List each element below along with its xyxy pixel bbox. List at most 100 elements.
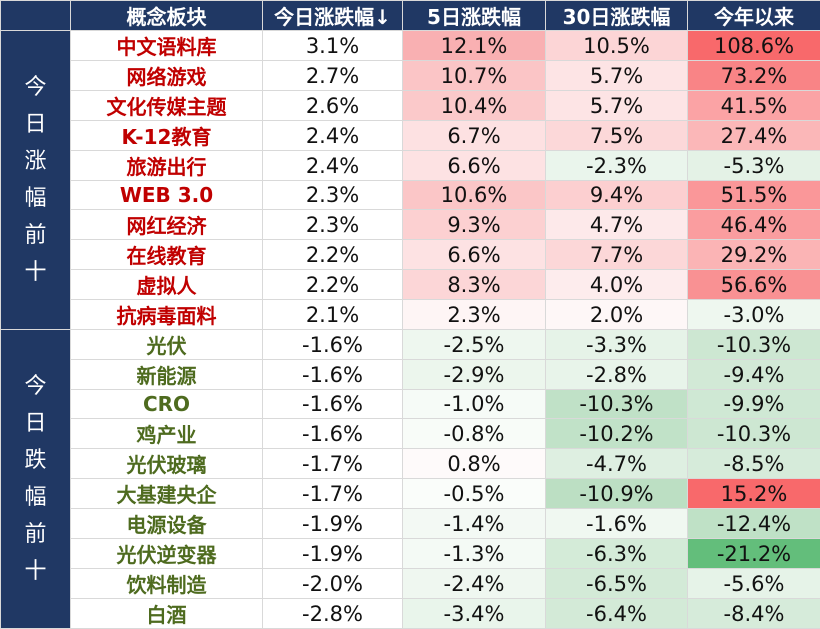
concept-name-cell[interactable]: WEB 3.0: [71, 181, 263, 210]
header-today-change[interactable]: 今日涨跌幅↓: [263, 1, 403, 31]
5day-change-cell: -0.5%: [403, 479, 546, 509]
ytd-change-cell: 15.2%: [688, 479, 820, 509]
ytd-change-cell: -21.2%: [688, 539, 820, 569]
concept-name-cell[interactable]: 网络游戏: [71, 61, 263, 91]
ytd-change-cell: -9.9%: [688, 390, 820, 419]
5day-change-cell: 6.6%: [403, 151, 546, 181]
5day-change-cell: -1.3%: [403, 539, 546, 569]
30day-change-cell: -10.9%: [546, 479, 688, 509]
ytd-change-cell: 108.6%: [688, 31, 820, 61]
ytd-change-cell: 56.6%: [688, 270, 820, 300]
table-row[interactable]: 今日跌幅前十光伏-1.6%-2.5%-3.3%-10.3%: [1, 330, 820, 360]
header-concept[interactable]: 概念板块: [71, 1, 263, 31]
ytd-change-cell: 29.2%: [688, 240, 820, 270]
5day-change-cell: -3.4%: [403, 599, 546, 629]
ytd-change-cell: -5.3%: [688, 151, 820, 181]
today-change-cell: -1.6%: [263, 390, 403, 419]
header-5day-change[interactable]: 5日涨跌幅: [403, 1, 546, 31]
concept-name-cell[interactable]: 白酒: [71, 599, 263, 629]
today-change-cell: 2.1%: [263, 300, 403, 330]
concept-name-cell[interactable]: K-12教育: [71, 121, 263, 151]
concept-name-cell[interactable]: 饮料制造: [71, 569, 263, 599]
30day-change-cell: 9.4%: [546, 181, 688, 210]
table-row[interactable]: 新能源-1.6%-2.9%-2.8%-9.4%: [1, 360, 820, 390]
today-change-cell: 3.1%: [263, 31, 403, 61]
concept-name-cell[interactable]: 在线教育: [71, 240, 263, 270]
30day-change-cell: 10.5%: [546, 31, 688, 61]
5day-change-cell: 10.7%: [403, 61, 546, 91]
30day-change-cell: 2.0%: [546, 300, 688, 330]
concept-name-cell[interactable]: 电源设备: [71, 509, 263, 539]
today-change-cell: -1.9%: [263, 539, 403, 569]
30day-change-cell: 5.7%: [546, 91, 688, 121]
section-label-text: 今日涨幅前十: [23, 69, 49, 291]
concept-name-cell[interactable]: 虚拟人: [71, 270, 263, 300]
concept-name-cell[interactable]: 光伏玻璃: [71, 449, 263, 479]
5day-change-cell: -1.0%: [403, 390, 546, 419]
ytd-change-cell: 41.5%: [688, 91, 820, 121]
section-label-top-gainers: 今日涨幅前十: [1, 31, 71, 330]
concept-name-cell[interactable]: 旅游出行: [71, 151, 263, 181]
30day-change-cell: -2.3%: [546, 151, 688, 181]
30day-change-cell: 4.7%: [546, 210, 688, 240]
concept-name-cell[interactable]: 抗病毒面料: [71, 300, 263, 330]
ytd-change-cell: 27.4%: [688, 121, 820, 151]
5day-change-cell: 10.4%: [403, 91, 546, 121]
30day-change-cell: -10.3%: [546, 390, 688, 419]
today-change-cell: 2.3%: [263, 210, 403, 240]
section-label-top-losers: 今日跌幅前十: [1, 330, 71, 629]
concept-name-cell[interactable]: 新能源: [71, 360, 263, 390]
today-change-cell: 2.7%: [263, 61, 403, 91]
table-row[interactable]: 光伏逆变器-1.9%-1.3%-6.3%-21.2%: [1, 539, 820, 569]
section-label-text: 今日跌幅前十: [23, 368, 49, 590]
header-30day-change[interactable]: 30日涨跌幅: [546, 1, 688, 31]
ytd-change-cell: -10.3%: [688, 419, 820, 449]
concept-name-cell[interactable]: 文化传媒主题: [71, 91, 263, 121]
table-row[interactable]: 鸡产业-1.6%-0.8%-10.2%-10.3%: [1, 419, 820, 449]
concept-name-cell[interactable]: 网红经济: [71, 210, 263, 240]
table-row[interactable]: 白酒-2.8%-3.4%-6.4%-8.4%: [1, 599, 820, 629]
concept-name-cell[interactable]: 光伏: [71, 330, 263, 360]
5day-change-cell: 6.6%: [403, 240, 546, 270]
table-row[interactable]: 电源设备-1.9%-1.4%-1.6%-12.4%: [1, 509, 820, 539]
concept-name-cell[interactable]: 大基建央企: [71, 479, 263, 509]
table-row[interactable]: 饮料制造-2.0%-2.4%-6.5%-5.6%: [1, 569, 820, 599]
ytd-change-cell: -12.4%: [688, 509, 820, 539]
concept-name-cell[interactable]: 光伏逆变器: [71, 539, 263, 569]
concept-name-cell[interactable]: 鸡产业: [71, 419, 263, 449]
table-row[interactable]: 光伏玻璃-1.7%0.8%-4.7%-8.5%: [1, 449, 820, 479]
30day-change-cell: -6.4%: [546, 599, 688, 629]
today-change-cell: -2.8%: [263, 599, 403, 629]
today-change-cell: -1.7%: [263, 449, 403, 479]
today-change-cell: -1.6%: [263, 360, 403, 390]
header-corner: [1, 1, 71, 31]
today-change-cell: -1.7%: [263, 479, 403, 509]
30day-change-cell: -10.2%: [546, 419, 688, 449]
5day-change-cell: 0.8%: [403, 449, 546, 479]
ytd-change-cell: -10.3%: [688, 330, 820, 360]
concept-name-cell[interactable]: 中文语料库: [71, 31, 263, 61]
5day-change-cell: -2.9%: [403, 360, 546, 390]
ytd-change-cell: 51.5%: [688, 181, 820, 210]
table-row[interactable]: 大基建央企-1.7%-0.5%-10.9%15.2%: [1, 479, 820, 509]
today-change-cell: 2.2%: [263, 240, 403, 270]
today-change-cell: 2.3%: [263, 181, 403, 210]
concept-name-cell[interactable]: CRO: [71, 390, 263, 419]
ytd-change-cell: -8.5%: [688, 449, 820, 479]
header-ytd-change[interactable]: 今年以来: [688, 1, 820, 31]
today-change-cell: -1.6%: [263, 330, 403, 360]
30day-change-cell: -2.8%: [546, 360, 688, 390]
5day-change-cell: 2.3%: [403, 300, 546, 330]
table-row[interactable]: CRO-1.6%-1.0%-10.3%-9.9%: [1, 390, 820, 419]
